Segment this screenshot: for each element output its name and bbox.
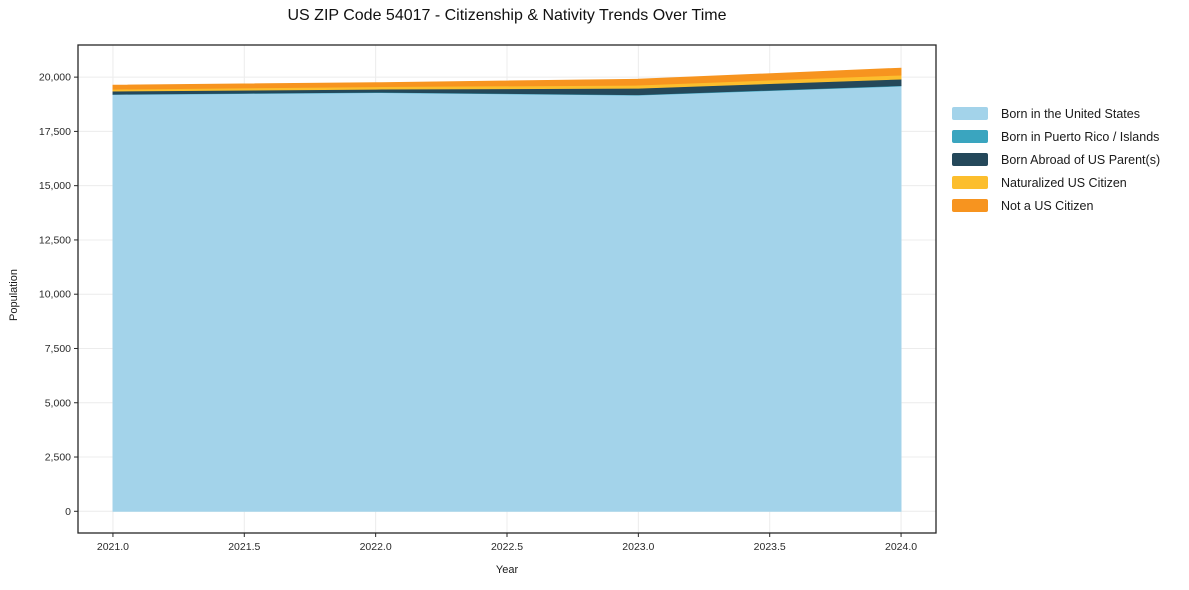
area-not-a-us-citizen bbox=[112, 67, 902, 90]
area-born-in-the-united-states bbox=[112, 85, 902, 512]
legend-swatch-icon bbox=[952, 107, 988, 120]
y-tick-label: 15,000 bbox=[39, 180, 71, 192]
x-tick-label: 2023.0 bbox=[622, 541, 654, 553]
legend-label: Naturalized US Citizen bbox=[1001, 175, 1127, 190]
legend-item: Not a US Citizen bbox=[952, 194, 1160, 217]
x-tick-label: 2022.5 bbox=[491, 541, 523, 553]
y-tick-label: 0 bbox=[65, 506, 71, 518]
y-tick-label: 10,000 bbox=[39, 289, 71, 301]
x-axis-label: Year bbox=[495, 564, 519, 576]
legend-swatch-icon bbox=[952, 199, 988, 212]
x-tick-label: 2024.0 bbox=[885, 541, 917, 553]
legend-swatch-icon bbox=[952, 153, 988, 166]
x-tick-label: 2022.0 bbox=[360, 541, 392, 553]
legend-item: Born Abroad of US Parent(s) bbox=[952, 148, 1160, 171]
legend-item: Born in Puerto Rico / Islands bbox=[952, 125, 1160, 148]
legend-label: Born Abroad of US Parent(s) bbox=[1001, 152, 1161, 167]
x-tick-label: 2023.5 bbox=[754, 541, 786, 553]
legend-item: Naturalized US Citizen bbox=[952, 171, 1160, 194]
legend: Born in the United States Born in Puerto … bbox=[952, 102, 1160, 217]
y-tick-label: 12,500 bbox=[39, 234, 71, 246]
legend-label: Born in Puerto Rico / Islands bbox=[1001, 129, 1160, 144]
y-tick-label: 2,500 bbox=[45, 452, 71, 464]
y-tick-label: 7,500 bbox=[45, 343, 71, 355]
y-tick-label: 20,000 bbox=[39, 72, 71, 84]
legend-swatch-icon bbox=[952, 176, 988, 189]
legend-label: Born in the United States bbox=[1001, 106, 1140, 121]
chart-title: US ZIP Code 54017 - Citizenship & Nativi… bbox=[287, 7, 727, 24]
x-tick-label: 2021.5 bbox=[228, 541, 260, 553]
legend-label: Not a US Citizen bbox=[1001, 198, 1094, 213]
legend-item: Born in the United States bbox=[952, 102, 1160, 125]
x-tick-label: 2021.0 bbox=[97, 541, 129, 553]
y-tick-label: 5,000 bbox=[45, 397, 71, 409]
y-tick-label: 17,500 bbox=[39, 126, 71, 138]
legend-swatch-icon bbox=[952, 130, 988, 143]
y-axis-label: Population bbox=[8, 269, 20, 321]
